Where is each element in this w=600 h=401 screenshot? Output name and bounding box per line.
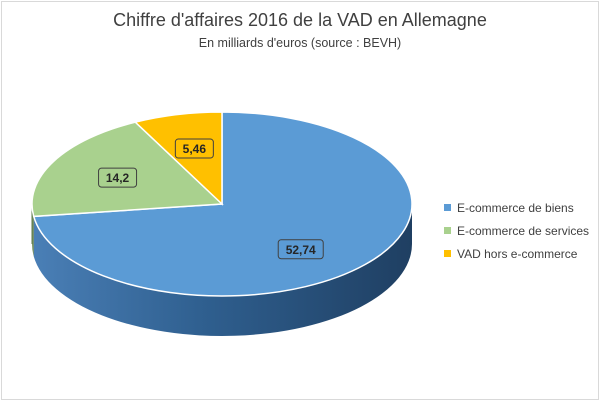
legend-swatch-biens: [444, 204, 451, 211]
pie-side-biens: [33, 204, 412, 336]
legend-label-biens: E-commerce de biens: [457, 200, 574, 215]
legend-label-services: E-commerce de services: [457, 223, 590, 238]
chart-subtitle: En milliards d'euros (source : BEVH): [198, 36, 402, 50]
legend-item-biens: E-commerce de biens: [444, 196, 589, 219]
data-label-biens: 52,74: [286, 243, 316, 257]
data-label-box-biens: [277, 239, 324, 260]
data-label-services: 14,2: [106, 171, 130, 185]
legend-swatch-services: [444, 227, 451, 234]
legend-item-vad: VAD hors e-commerce: [444, 242, 589, 265]
data-label-box-services: [98, 167, 138, 188]
legend-swatch-vad: [444, 250, 451, 257]
legend-label-vad: VAD hors e-commerce: [457, 246, 578, 261]
legend-item-services: E-commerce de services: [444, 219, 589, 242]
data-label-vad: 5,46: [183, 142, 207, 156]
chart-legend: E-commerce de biens E-commerce de servic…: [444, 196, 589, 265]
chart-title: Chiffre d'affaires 2016 de la VAD en All…: [113, 10, 487, 30]
data-label-box-vad: [174, 138, 214, 159]
